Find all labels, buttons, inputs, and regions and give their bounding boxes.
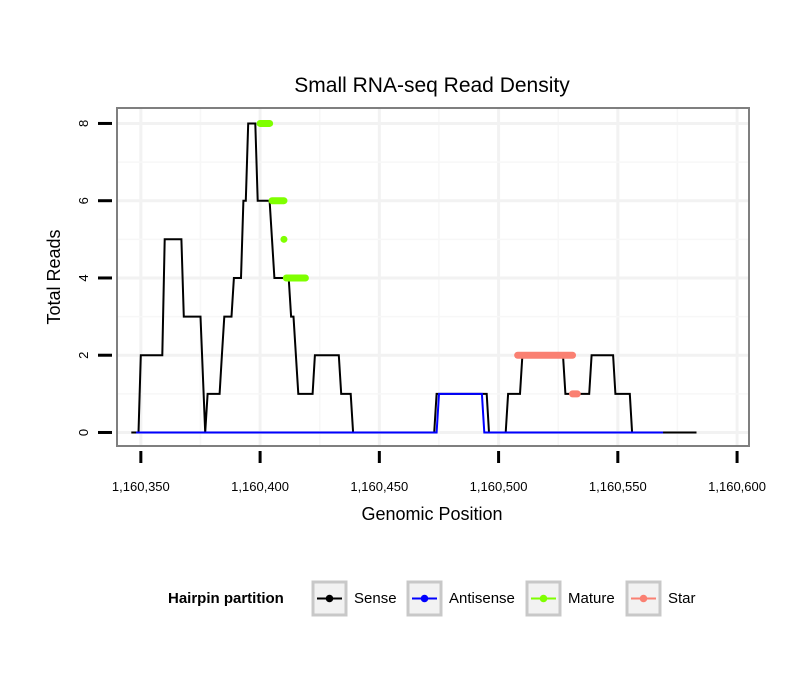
x-tick-label: 1,160,350	[112, 479, 170, 494]
x-axis-label: Genomic Position	[361, 504, 502, 524]
y-tick-label: 6	[76, 197, 91, 204]
legend-label-mature: Mature	[568, 590, 615, 607]
y-tick-label: 0	[76, 429, 91, 436]
series-line-antisense	[136, 392, 664, 434]
legend-key-point-mature	[539, 594, 548, 603]
chart-title: Small RNA-seq Read Density	[294, 74, 570, 97]
y-tick-label: 4	[76, 274, 91, 281]
x-tick-label: 1,160,400	[231, 479, 289, 494]
legend: Hairpin partition Sense Antisense Mature St…	[168, 580, 696, 617]
x-tick-label: 1,160,500	[470, 479, 528, 494]
legend-label-antisense: Antisense	[449, 590, 515, 607]
series-layer	[131, 119, 697, 434]
x-tick-label: 1,160,600	[708, 479, 766, 494]
legend-key-point-antisense	[420, 594, 429, 603]
y-tick-label: 2	[76, 352, 91, 359]
grid	[118, 109, 748, 445]
legend-title: Hairpin partition	[168, 590, 284, 607]
legend-key-point-sense	[325, 594, 334, 603]
y-tick-label: 8	[76, 120, 91, 127]
x-tick-label: 1,160,550	[589, 479, 647, 494]
legend-key-point-star	[639, 594, 648, 603]
x-axis: 1,160,350 1,160,400 1,160,450 1,160,500 1,16…	[112, 451, 766, 494]
y-axis-label: Total Reads	[44, 229, 64, 324]
x-tick-label: 1,160,450	[350, 479, 408, 494]
legend-label-sense: Sense	[354, 590, 397, 607]
y-axis: 0 2 4 6 8	[76, 120, 112, 436]
legend-label-star: Star	[668, 590, 696, 607]
